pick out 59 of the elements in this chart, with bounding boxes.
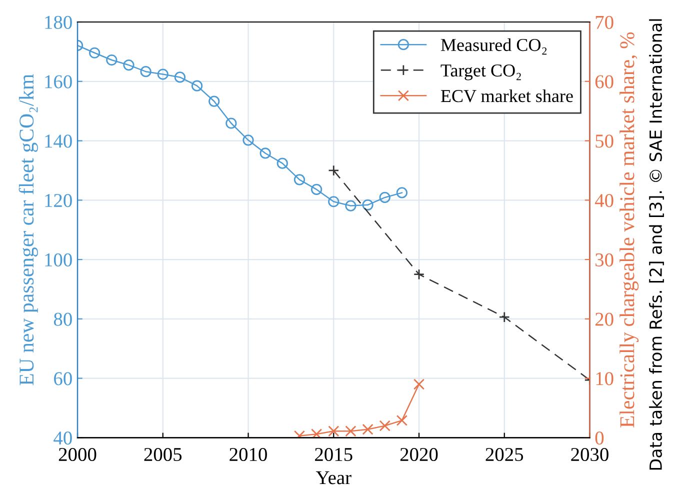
x-tick-label: 2030 — [571, 448, 608, 462]
point — [208, 96, 220, 107]
point — [106, 54, 118, 66]
point — [294, 174, 306, 186]
point — [328, 196, 340, 208]
y2-tick-label: 20 — [595, 312, 614, 326]
text: Data taken from Refs. [2] and [3]. © SAE International — [649, 19, 664, 470]
y2-tick-label: 50 — [596, 134, 614, 148]
point — [328, 426, 340, 437]
point — [362, 199, 374, 210]
point — [345, 200, 356, 212]
y-tick-label: 80 — [54, 312, 72, 326]
y-tick-label: 140 — [45, 134, 72, 148]
point — [413, 378, 425, 390]
x-tick-label: 2025 — [486, 448, 524, 462]
point — [413, 268, 425, 280]
point — [362, 424, 374, 435]
y-tick-label: 180 — [45, 16, 72, 29]
point — [345, 426, 356, 437]
y2-tick-label: 60 — [595, 75, 614, 88]
y2-tick-label: 30 — [596, 253, 614, 266]
y-tick-label: 160 — [45, 75, 72, 88]
y2-tick-label: 10 — [596, 372, 614, 386]
x-tick-label: 2005 — [144, 448, 182, 462]
point — [311, 184, 322, 196]
x-tick-label: 2000 — [58, 448, 96, 462]
point — [276, 158, 288, 169]
x-tick-label: 2020 — [400, 448, 438, 462]
point — [191, 80, 203, 92]
point — [226, 118, 237, 129]
point — [123, 60, 134, 71]
point — [311, 428, 322, 438]
x-tick-label: 2010 — [230, 448, 267, 462]
point — [379, 192, 390, 204]
point — [396, 414, 408, 426]
point — [89, 47, 100, 58]
legend-label: ECV market share — [440, 89, 573, 102]
y2-tick-label: 70 — [596, 16, 614, 29]
point — [140, 66, 152, 78]
legend-label: Target CO₂ — [440, 64, 521, 80]
point — [498, 312, 510, 323]
y-tick-label: 100 — [45, 253, 72, 266]
point — [328, 164, 340, 176]
legend-label: Measured CO₂ — [440, 38, 547, 55]
y-axis-title: EU new passenger car fleet gCO₂/km — [18, 74, 38, 386]
y2-axis-title: Electrically chargeable vehicle market share, % — [620, 32, 639, 428]
y2-tick-label: 0 — [595, 431, 604, 445]
point — [174, 72, 186, 83]
point — [157, 68, 168, 80]
x-axis-title: Year — [316, 471, 352, 484]
y-tick-label: 40 — [54, 431, 72, 445]
point — [242, 134, 254, 146]
y-tick-label: 120 — [45, 194, 72, 208]
x-tick-label: 2015 — [315, 448, 352, 462]
point — [396, 187, 408, 198]
point — [260, 148, 271, 159]
point — [379, 420, 390, 432]
y-tick-label: 60 — [54, 372, 72, 386]
y2-tick-label: 40 — [594, 194, 614, 208]
